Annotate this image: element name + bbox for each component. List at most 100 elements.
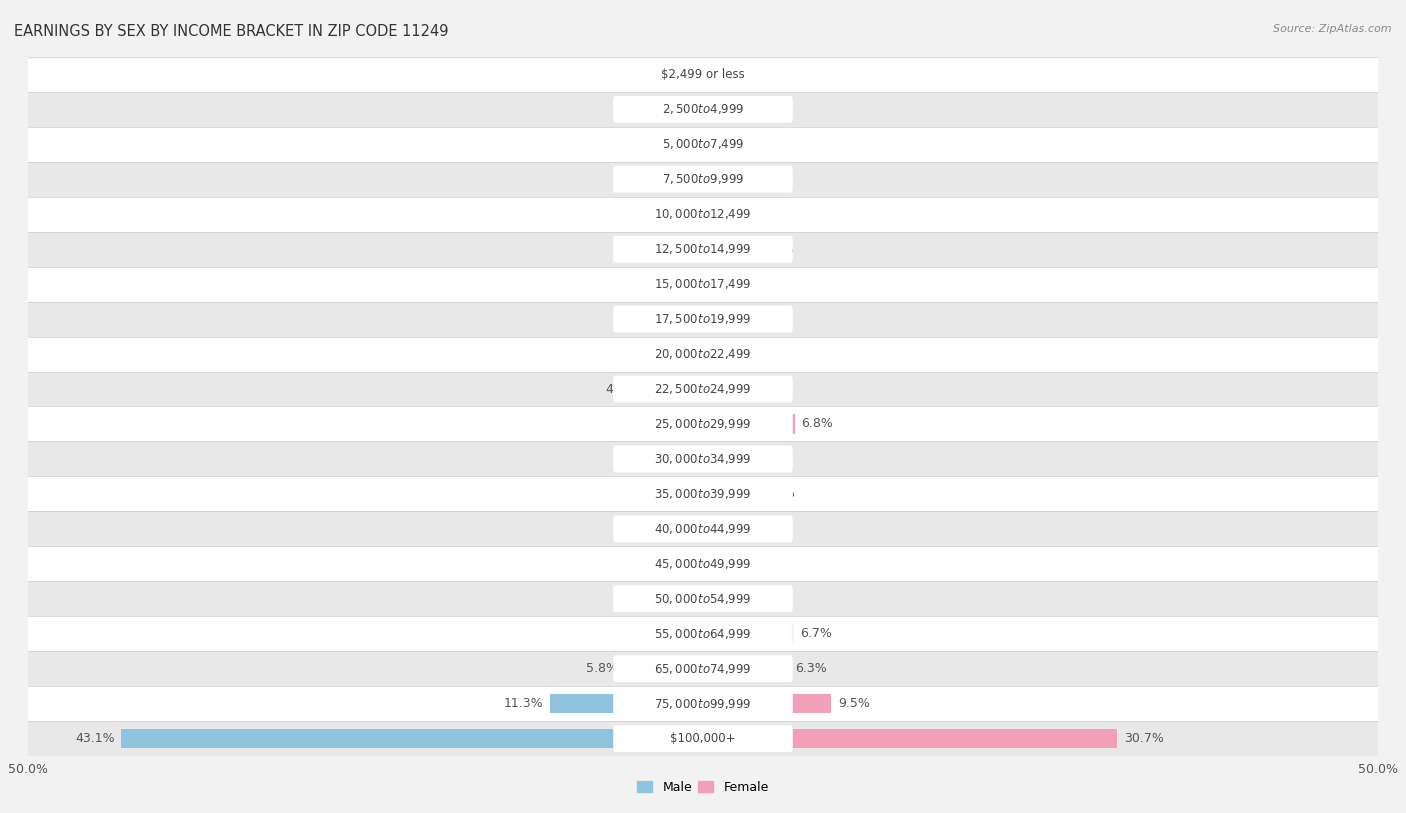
Bar bbox=[703, 135, 740, 154]
Bar bbox=[703, 240, 755, 259]
Bar bbox=[28, 406, 1378, 441]
Text: 1.9%: 1.9% bbox=[638, 488, 671, 500]
Text: 3.3%: 3.3% bbox=[620, 558, 652, 570]
Bar bbox=[28, 92, 1378, 127]
FancyBboxPatch shape bbox=[613, 411, 793, 437]
Bar bbox=[652, 624, 703, 643]
Text: $100,000+: $100,000+ bbox=[671, 733, 735, 745]
Bar bbox=[28, 581, 1378, 616]
Text: 4.0%: 4.0% bbox=[763, 488, 796, 500]
Bar bbox=[682, 135, 703, 154]
Bar bbox=[28, 372, 1378, 406]
Text: 2.7%: 2.7% bbox=[747, 138, 778, 150]
Text: $10,000 to $12,499: $10,000 to $12,499 bbox=[654, 207, 752, 221]
Bar bbox=[703, 589, 738, 608]
Bar bbox=[703, 65, 754, 84]
FancyBboxPatch shape bbox=[613, 725, 793, 752]
Bar bbox=[678, 485, 703, 503]
Text: $40,000 to $44,999: $40,000 to $44,999 bbox=[654, 522, 752, 536]
Bar bbox=[703, 520, 742, 538]
Text: 3.9%: 3.9% bbox=[612, 418, 644, 430]
Bar bbox=[28, 476, 1378, 511]
Text: 1.5%: 1.5% bbox=[730, 348, 762, 360]
FancyBboxPatch shape bbox=[613, 376, 793, 402]
Bar bbox=[703, 170, 728, 189]
FancyBboxPatch shape bbox=[613, 236, 793, 263]
Text: 1.2%: 1.2% bbox=[648, 208, 681, 220]
Bar bbox=[28, 337, 1378, 372]
Bar bbox=[121, 729, 703, 748]
Bar bbox=[665, 310, 703, 328]
Bar bbox=[28, 721, 1378, 756]
Text: $75,000 to $99,999: $75,000 to $99,999 bbox=[654, 697, 752, 711]
Bar bbox=[28, 197, 1378, 232]
Bar bbox=[28, 546, 1378, 581]
Text: 1.6%: 1.6% bbox=[643, 173, 675, 185]
Text: 1.3%: 1.3% bbox=[727, 278, 759, 290]
Text: 3.2%: 3.2% bbox=[621, 523, 652, 535]
Legend: Male, Female: Male, Female bbox=[633, 776, 773, 799]
Text: 11.3%: 11.3% bbox=[505, 698, 544, 710]
Text: 3.4%: 3.4% bbox=[755, 558, 787, 570]
Bar bbox=[703, 380, 733, 398]
FancyBboxPatch shape bbox=[613, 446, 793, 472]
Bar bbox=[703, 485, 756, 503]
Text: 6.8%: 6.8% bbox=[801, 418, 834, 430]
Text: 3.9%: 3.9% bbox=[762, 243, 794, 255]
Text: 6.7%: 6.7% bbox=[800, 628, 832, 640]
Bar bbox=[682, 240, 703, 259]
FancyBboxPatch shape bbox=[613, 585, 793, 612]
Text: $7,500 to $9,999: $7,500 to $9,999 bbox=[662, 172, 744, 186]
Text: 2.7%: 2.7% bbox=[747, 103, 778, 115]
Text: Source: ZipAtlas.com: Source: ZipAtlas.com bbox=[1274, 24, 1392, 34]
FancyBboxPatch shape bbox=[613, 480, 793, 507]
Bar bbox=[624, 659, 703, 678]
Bar bbox=[658, 554, 703, 573]
Bar bbox=[673, 589, 703, 608]
Bar bbox=[675, 345, 703, 363]
Text: 5.8%: 5.8% bbox=[586, 663, 619, 675]
Bar bbox=[703, 205, 730, 224]
Bar bbox=[703, 729, 1118, 748]
FancyBboxPatch shape bbox=[613, 166, 793, 193]
Bar bbox=[703, 415, 794, 433]
Text: 9.5%: 9.5% bbox=[838, 698, 870, 710]
Bar bbox=[703, 694, 831, 713]
Bar bbox=[703, 345, 723, 363]
Bar bbox=[659, 520, 703, 538]
Text: 30.7%: 30.7% bbox=[1125, 733, 1164, 745]
Text: 43.1%: 43.1% bbox=[75, 733, 114, 745]
FancyBboxPatch shape bbox=[613, 690, 793, 717]
Text: $15,000 to $17,499: $15,000 to $17,499 bbox=[654, 277, 752, 291]
Text: 1.4%: 1.4% bbox=[645, 278, 678, 290]
Bar bbox=[28, 302, 1378, 337]
Bar bbox=[685, 100, 703, 119]
Text: 1.2%: 1.2% bbox=[648, 68, 681, 80]
Text: $20,000 to $22,499: $20,000 to $22,499 bbox=[654, 347, 752, 361]
Bar bbox=[665, 450, 703, 468]
Text: 2.8%: 2.8% bbox=[627, 313, 658, 325]
FancyBboxPatch shape bbox=[613, 61, 793, 88]
Bar bbox=[28, 651, 1378, 686]
Bar bbox=[28, 162, 1378, 197]
Bar bbox=[644, 380, 703, 398]
Text: 1.4%: 1.4% bbox=[645, 103, 678, 115]
Bar bbox=[551, 694, 703, 713]
Text: 1.6%: 1.6% bbox=[643, 243, 675, 255]
FancyBboxPatch shape bbox=[613, 96, 793, 123]
Text: 1.6%: 1.6% bbox=[643, 138, 675, 150]
Text: 3.7%: 3.7% bbox=[759, 68, 792, 80]
Text: EARNINGS BY SEX BY INCOME BRACKET IN ZIP CODE 11249: EARNINGS BY SEX BY INCOME BRACKET IN ZIP… bbox=[14, 24, 449, 39]
Bar bbox=[685, 275, 703, 293]
Bar bbox=[703, 275, 720, 293]
Text: 6.3%: 6.3% bbox=[794, 663, 827, 675]
Text: 2.0%: 2.0% bbox=[737, 208, 769, 220]
Bar bbox=[686, 65, 703, 84]
Bar bbox=[703, 554, 749, 573]
Text: 2.1%: 2.1% bbox=[636, 348, 668, 360]
FancyBboxPatch shape bbox=[613, 201, 793, 228]
Text: 3.7%: 3.7% bbox=[614, 628, 647, 640]
Bar bbox=[651, 415, 703, 433]
FancyBboxPatch shape bbox=[613, 515, 793, 542]
Text: $50,000 to $54,999: $50,000 to $54,999 bbox=[654, 592, 752, 606]
